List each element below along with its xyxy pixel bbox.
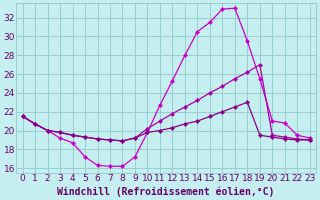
X-axis label: Windchill (Refroidissement éolien,°C): Windchill (Refroidissement éolien,°C) [58, 186, 275, 197]
